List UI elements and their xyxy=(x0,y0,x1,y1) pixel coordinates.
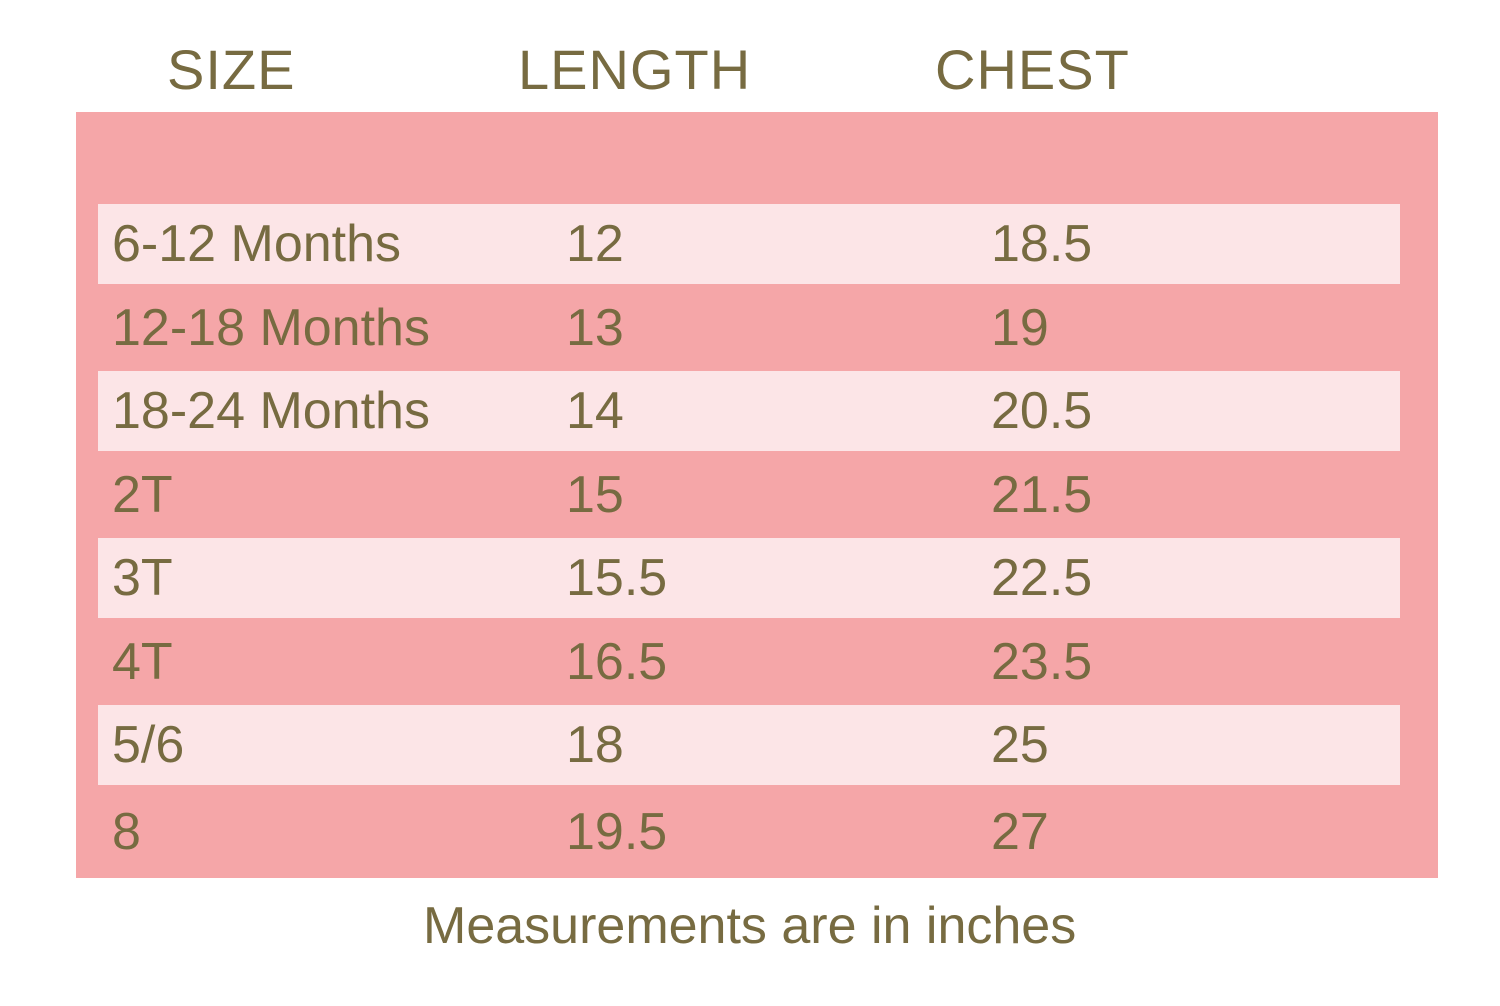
row-highlight-band xyxy=(98,538,1400,618)
size-cell: 2T xyxy=(112,465,173,524)
length-cell: 14 xyxy=(566,382,624,440)
column-header-size: SIZE xyxy=(167,38,296,101)
size-cell: 4T xyxy=(112,632,173,691)
length-cell: 16.5 xyxy=(566,632,668,691)
size-table-rows: 6-12 Months 12 18.5 12-18 Months 13 19 18-24 M… xyxy=(76,204,1438,878)
chest-cell: 21.5 xyxy=(991,465,1093,524)
chest-cell: 25 xyxy=(991,716,1049,774)
row-highlight-band xyxy=(98,204,1400,284)
length-cell: 15.5 xyxy=(566,549,668,607)
column-header-chest: CHEST xyxy=(935,38,1130,101)
length-cell: 15 xyxy=(566,465,624,524)
size-cell: 8 xyxy=(112,802,141,861)
table-row: 3T 15.5 22.5 xyxy=(76,538,1438,618)
row-highlight-band xyxy=(98,371,1400,451)
length-cell: 19.5 xyxy=(566,802,668,861)
size-cell: 3T xyxy=(112,549,173,607)
chest-cell: 23.5 xyxy=(991,632,1093,691)
chest-cell: 22.5 xyxy=(991,549,1093,607)
table-row: 18-24 Months 14 20.5 xyxy=(76,371,1438,451)
measurements-footnote: Measurements are in inches xyxy=(423,897,1077,955)
chest-cell: 20.5 xyxy=(991,382,1093,440)
chest-cell: 19 xyxy=(991,298,1049,357)
table-row: 12-18 Months 13 19 xyxy=(76,284,1438,371)
table-row: 6-12 Months 12 18.5 xyxy=(76,204,1438,284)
table-row: 2T 15 21.5 xyxy=(76,451,1438,538)
chest-cell: 18.5 xyxy=(991,215,1093,273)
column-header-length: LENGTH xyxy=(518,38,752,101)
length-cell: 13 xyxy=(566,298,624,357)
length-cell: 18 xyxy=(566,716,624,774)
chest-cell: 27 xyxy=(991,802,1049,861)
size-cell: 6-12 Months xyxy=(112,215,402,273)
length-cell: 12 xyxy=(566,215,624,273)
row-highlight-band xyxy=(98,705,1400,785)
table-row: 4T 16.5 23.5 xyxy=(76,618,1438,705)
table-row: 8 19.5 27 xyxy=(76,785,1438,878)
size-table: 6-12 Months 12 18.5 12-18 Months 13 19 18-24 M… xyxy=(76,112,1438,878)
table-row: 5/6 18 25 xyxy=(76,705,1438,785)
size-cell: 12-18 Months xyxy=(112,298,430,357)
size-cell: 18-24 Months xyxy=(112,382,430,440)
size-cell: 5/6 xyxy=(112,716,185,774)
